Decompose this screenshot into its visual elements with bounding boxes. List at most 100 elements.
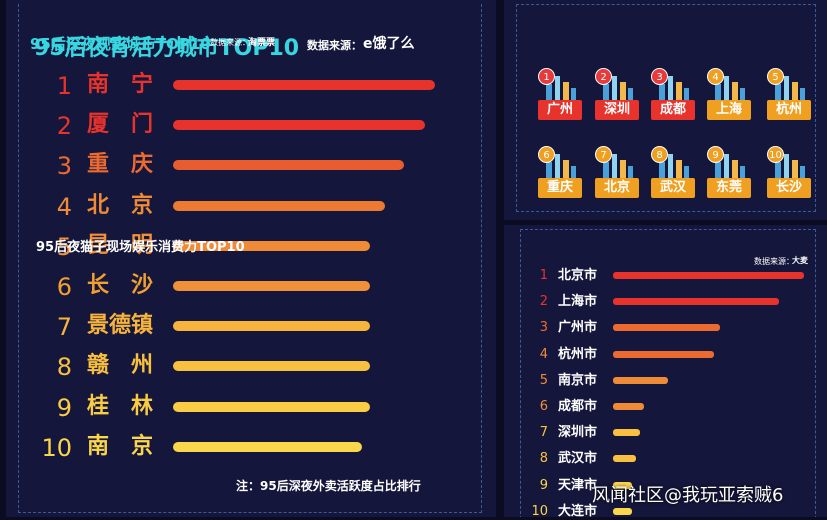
left-rank-10: 10 — [41, 433, 72, 462]
tile-city-label: 北京 — [595, 178, 639, 198]
left-bar — [173, 281, 370, 291]
tile-city-label: 广州 — [538, 100, 582, 120]
tile-city-label: 深圳 — [595, 100, 639, 120]
bottom-rank-4: 4 — [539, 346, 548, 362]
bottom-rank-1: 1 — [539, 268, 548, 283]
left-panel-border — [18, 4, 482, 513]
bottom-bar — [613, 455, 636, 463]
bottom-rank-2: 2 — [539, 294, 548, 310]
bottom-city-label: 深圳市 — [558, 425, 598, 441]
bottom-city-label: 南京市 — [558, 372, 598, 388]
left-bar — [173, 240, 370, 251]
left-bar — [173, 361, 370, 372]
bottom-city-label: 天津市 — [558, 477, 598, 493]
left-rank-1: 1 — [56, 72, 72, 100]
bottom-rank-10: 10 — [531, 503, 548, 519]
left-city-label: 南 宁 — [87, 72, 154, 97]
left-rank-8: 8 — [56, 353, 72, 382]
tile-rank-badge: 2 — [595, 68, 612, 85]
city-tile: 8 武汉 — [651, 146, 695, 198]
left-chart-note: 注：95后深夜外卖活跃度占比排行 — [236, 479, 421, 493]
top-right-source-label: 数据来源： — [210, 38, 250, 47]
bottom-bar — [613, 350, 715, 358]
tile-city-label: 重庆 — [538, 178, 582, 198]
bottom-rank-9: 9 — [539, 477, 548, 493]
city-tile: 1 广州 — [538, 68, 582, 120]
bottom-right-source-label: 数据来源： — [754, 257, 794, 266]
left-city-label: 南 京 — [87, 433, 154, 459]
bottom-rank-3: 3 — [539, 320, 548, 336]
left-bar — [173, 441, 362, 452]
left-rank-9: 9 — [56, 393, 72, 422]
top-right-panel-border — [516, 4, 816, 212]
bottom-city-label: 杭州市 — [558, 346, 598, 362]
bottom-bar — [613, 481, 633, 489]
bottom-city-label: 广州市 — [558, 320, 598, 336]
tile-rank-badge: 9 — [707, 146, 724, 163]
tile-city-label: 上海 — [707, 100, 751, 120]
tile-rank-badge: 8 — [651, 146, 668, 163]
tile-rank-badge: 4 — [707, 68, 724, 85]
bottom-bar — [613, 298, 780, 306]
left-rank-6: 6 — [56, 273, 72, 301]
left-city-label: 景德镇 — [87, 313, 154, 339]
left-city-label: 重 庆 — [87, 152, 154, 178]
skyline-icon — [600, 152, 634, 178]
bottom-rank-8: 8 — [539, 451, 548, 467]
left-rank-5: 5 — [56, 232, 72, 261]
left-city-label: 桂 林 — [87, 393, 154, 419]
left-rank-7: 7 — [56, 313, 72, 342]
city-tile: 2 深圳 — [595, 68, 639, 120]
tile-rank-badge: 7 — [595, 146, 612, 163]
left-city-label: 北 京 — [87, 192, 154, 218]
tile-city-label: 长沙 — [767, 178, 811, 198]
tile-rank-badge: 5 — [767, 68, 784, 85]
city-tile: 5 杭州 — [767, 68, 811, 120]
left-city-label: 昆 明 — [87, 232, 154, 258]
left-bar — [173, 120, 425, 131]
bottom-city-label: 北京市 — [558, 268, 598, 283]
tile-rank-badge: 6 — [538, 146, 555, 163]
left-bar — [173, 200, 386, 211]
bottom-city-label: 成都市 — [558, 399, 598, 414]
bottom-city-label: 大连市 — [558, 503, 598, 519]
top-right-title: 95后深夜观影城市TOP10 — [30, 35, 211, 53]
skyline-icon — [656, 152, 690, 178]
left-city-label: 赣 州 — [87, 353, 154, 379]
left-city-label: 长 沙 — [87, 273, 154, 298]
bottom-bar — [613, 429, 640, 437]
left-bar — [173, 80, 435, 90]
left-chart-source-logo: e饿了么 — [363, 36, 415, 52]
bottom-rank-6: 6 — [539, 399, 548, 414]
tile-rank-badge: 10 — [767, 146, 784, 163]
tile-city-label: 武汉 — [651, 178, 695, 198]
city-tile: 3 成都 — [651, 68, 695, 120]
skyline-icon — [772, 152, 806, 178]
top-right-source-logo: 淘票票 — [248, 38, 276, 48]
bottom-right-title: 95后夜猫子现场娱乐消费力TOP10 — [36, 240, 245, 255]
left-bar — [173, 321, 370, 332]
city-tile: 4 上海 — [707, 68, 751, 120]
left-chart-source-label: 数据来源： — [307, 39, 362, 52]
left-panel — [6, 0, 496, 517]
bottom-rank-5: 5 — [539, 372, 548, 388]
skyline-icon — [543, 152, 577, 178]
bottom-bar — [613, 324, 720, 332]
bottom-bar — [613, 507, 633, 515]
left-rank-3: 3 — [56, 152, 72, 181]
tile-city-label: 东莞 — [707, 178, 751, 198]
tile-city-label: 成都 — [651, 100, 695, 120]
skyline-icon — [600, 74, 634, 100]
city-tile: 7 北京 — [595, 146, 639, 198]
skyline-icon — [772, 74, 806, 100]
left-bar — [173, 160, 404, 171]
tile-rank-badge: 3 — [651, 68, 668, 85]
tile-rank-badge: 1 — [538, 68, 555, 85]
bottom-right-panel — [504, 225, 827, 517]
watermark: 风闻社区@我玩亚索贼6 — [592, 485, 784, 506]
bottom-bar — [613, 272, 804, 279]
tile-city-label: 杭州 — [767, 100, 811, 120]
skyline-icon — [656, 74, 690, 100]
bottom-bar — [613, 403, 644, 410]
bottom-city-label: 上海市 — [558, 294, 598, 310]
